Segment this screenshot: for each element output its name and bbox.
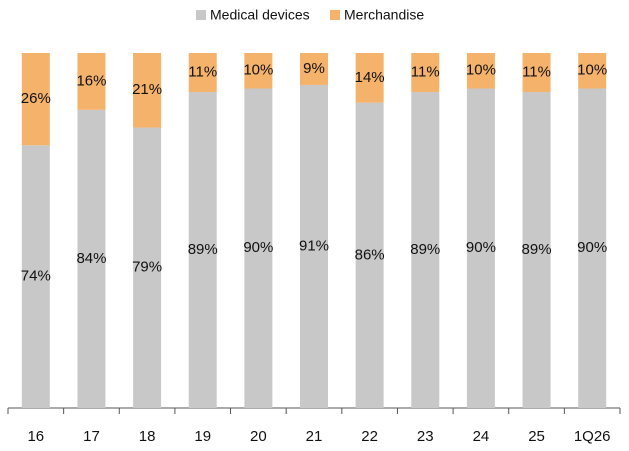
legend-swatch <box>330 10 340 20</box>
bar-segment <box>300 53 328 85</box>
bar-segment <box>21 145 50 409</box>
value-label: 84% <box>76 250 106 267</box>
bar-segment <box>578 88 607 408</box>
x-tick-label: 21 <box>306 428 323 445</box>
value-label: 9% <box>303 60 325 77</box>
bar-segment <box>77 109 106 409</box>
bar-segment <box>244 53 273 89</box>
value-label: 10% <box>243 62 273 79</box>
x-tick-label: 23 <box>417 428 434 445</box>
x-tick-label: 22 <box>361 428 378 445</box>
value-label: 86% <box>355 246 385 263</box>
value-label: 11% <box>522 63 551 80</box>
legend-label: Merchandise <box>344 7 424 23</box>
bar-segment <box>133 53 162 128</box>
x-tick-label: 18 <box>139 428 156 445</box>
bar-segment <box>21 53 50 146</box>
value-label: 90% <box>243 239 273 256</box>
bar-segment <box>355 102 384 408</box>
bar-segment <box>522 53 551 93</box>
legend-swatch <box>196 10 206 20</box>
x-tick-label: 24 <box>473 428 490 445</box>
bar-segment <box>300 84 328 408</box>
value-label: 89% <box>522 241 552 258</box>
x-tick-label: 17 <box>83 428 100 445</box>
bar-segment <box>411 53 440 93</box>
bar-segment <box>77 53 106 110</box>
bar-segment <box>522 92 551 409</box>
value-label: 89% <box>410 241 440 258</box>
value-label: 90% <box>466 239 496 256</box>
value-label: 79% <box>132 259 162 276</box>
x-tick-label: 25 <box>528 428 545 445</box>
value-label: 14% <box>355 69 385 86</box>
bar-segment <box>578 53 607 89</box>
value-label: 21% <box>132 81 162 98</box>
value-label: 89% <box>188 241 218 258</box>
legend-label: Medical devices <box>210 7 310 23</box>
bar-segment <box>466 53 495 89</box>
value-label: 74% <box>21 268 51 285</box>
value-label: 10% <box>466 62 496 79</box>
value-label: 11% <box>411 63 440 80</box>
bar-segment <box>188 53 217 93</box>
bar-segment <box>355 53 384 103</box>
value-label: 26% <box>21 90 51 107</box>
value-label: 91% <box>299 237 329 254</box>
x-tick-label: 1Q26 <box>574 428 611 445</box>
bar-segment <box>244 88 273 408</box>
value-label: 90% <box>577 239 607 256</box>
bar-segment <box>188 92 217 409</box>
x-tick-label: 16 <box>27 428 44 445</box>
value-label: 11% <box>188 63 217 80</box>
bar-segment <box>411 92 440 409</box>
x-tick-label: 20 <box>250 428 267 445</box>
bar-segment <box>133 127 162 409</box>
value-label: 16% <box>76 72 106 89</box>
x-tick-label: 19 <box>194 428 211 445</box>
value-label: 10% <box>577 62 607 79</box>
bar-segment <box>466 88 495 408</box>
